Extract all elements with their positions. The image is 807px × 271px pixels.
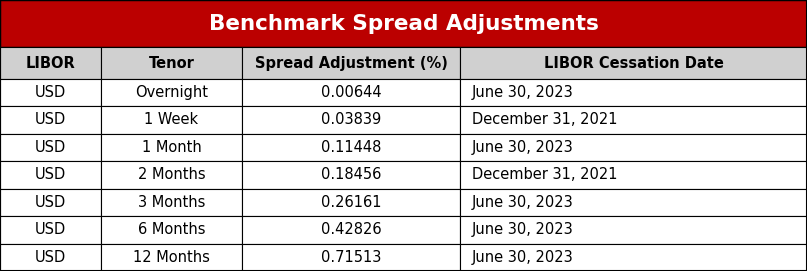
Text: USD: USD [35,222,66,237]
Text: 0.03839: 0.03839 [321,112,381,127]
Text: December 31, 2021: December 31, 2021 [472,167,617,182]
Text: USD: USD [35,140,66,155]
Bar [0,134,101,161]
Text: June 30, 2023: June 30, 2023 [472,195,574,210]
Text: LIBOR: LIBOR [26,56,75,70]
Text: 6 Months: 6 Months [138,222,205,237]
Text: USD: USD [35,85,66,100]
Bar [101,134,242,161]
Bar [242,216,460,244]
Text: 2 Months: 2 Months [138,167,205,182]
Bar [101,47,242,79]
Text: 3 Months: 3 Months [138,195,205,210]
Bar [242,47,460,79]
Text: Spread Adjustment (%): Spread Adjustment (%) [254,56,448,70]
Text: USD: USD [35,195,66,210]
Text: 0.26161: 0.26161 [321,195,381,210]
Text: 12 Months: 12 Months [133,250,210,265]
Bar [101,189,242,216]
Bar [460,189,807,216]
Bar [460,106,807,134]
Text: 0.71513: 0.71513 [321,250,381,265]
Bar [242,79,460,106]
Bar [0,47,101,79]
Text: Overnight: Overnight [135,85,208,100]
Text: USD: USD [35,167,66,182]
Bar [460,79,807,106]
Text: USD: USD [35,250,66,265]
Text: 0.42826: 0.42826 [320,222,382,237]
Text: USD: USD [35,112,66,127]
Text: 0.18456: 0.18456 [321,167,381,182]
Bar [101,79,242,106]
Bar [0,189,101,216]
Text: June 30, 2023: June 30, 2023 [472,140,574,155]
Bar [460,47,807,79]
Bar [460,161,807,189]
Bar [0,0,807,47]
Bar [242,161,460,189]
Bar [101,244,242,271]
Bar [242,189,460,216]
Bar [101,161,242,189]
Bar [242,244,460,271]
Text: 1 Month: 1 Month [141,140,202,155]
Text: 0.11448: 0.11448 [321,140,381,155]
Bar [0,161,101,189]
Bar [242,106,460,134]
Text: June 30, 2023: June 30, 2023 [472,222,574,237]
Text: Benchmark Spread Adjustments: Benchmark Spread Adjustments [208,14,599,34]
Text: June 30, 2023: June 30, 2023 [472,85,574,100]
Bar [460,244,807,271]
Bar [242,134,460,161]
Bar [0,106,101,134]
Bar [101,216,242,244]
Text: 0.00644: 0.00644 [320,85,382,100]
Text: Tenor: Tenor [148,56,194,70]
Bar [101,106,242,134]
Text: December 31, 2021: December 31, 2021 [472,112,617,127]
Bar [460,134,807,161]
Text: 1 Week: 1 Week [144,112,199,127]
Bar [460,216,807,244]
Text: June 30, 2023: June 30, 2023 [472,250,574,265]
Bar [0,244,101,271]
Bar [0,79,101,106]
Text: LIBOR Cessation Date: LIBOR Cessation Date [544,56,723,70]
Bar [0,216,101,244]
